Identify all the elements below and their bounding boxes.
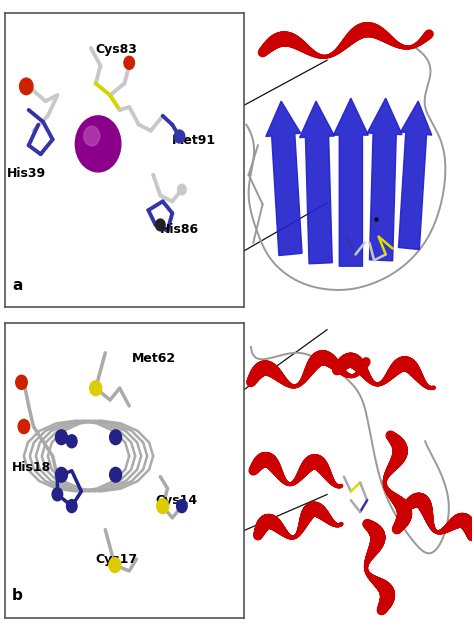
Circle shape (177, 500, 187, 513)
Circle shape (75, 116, 121, 172)
Circle shape (84, 126, 100, 146)
Text: Met62: Met62 (132, 353, 176, 365)
Circle shape (157, 499, 169, 514)
Circle shape (90, 381, 102, 396)
FancyArrow shape (266, 101, 302, 256)
Circle shape (55, 430, 67, 444)
Circle shape (16, 375, 27, 389)
Text: b: b (12, 588, 23, 604)
Text: His86: His86 (160, 223, 200, 236)
Text: Met91: Met91 (173, 134, 217, 148)
Text: Cys83: Cys83 (96, 43, 137, 56)
Text: His18: His18 (12, 462, 51, 474)
Text: a: a (12, 278, 22, 293)
Circle shape (66, 500, 77, 513)
FancyArrow shape (333, 98, 368, 266)
Circle shape (66, 435, 77, 448)
Circle shape (124, 56, 135, 69)
Text: Cys14: Cys14 (155, 494, 198, 507)
Circle shape (52, 488, 63, 501)
Circle shape (178, 184, 186, 195)
FancyArrow shape (367, 98, 402, 261)
Circle shape (155, 219, 165, 231)
Circle shape (174, 130, 185, 143)
FancyArrow shape (399, 101, 432, 250)
Circle shape (109, 467, 122, 482)
Text: Cys17: Cys17 (96, 553, 138, 566)
Circle shape (18, 420, 30, 434)
Circle shape (19, 78, 33, 94)
Circle shape (109, 558, 121, 573)
Circle shape (109, 430, 122, 444)
FancyArrow shape (300, 101, 335, 264)
Text: His39: His39 (7, 167, 46, 180)
Circle shape (55, 467, 67, 482)
